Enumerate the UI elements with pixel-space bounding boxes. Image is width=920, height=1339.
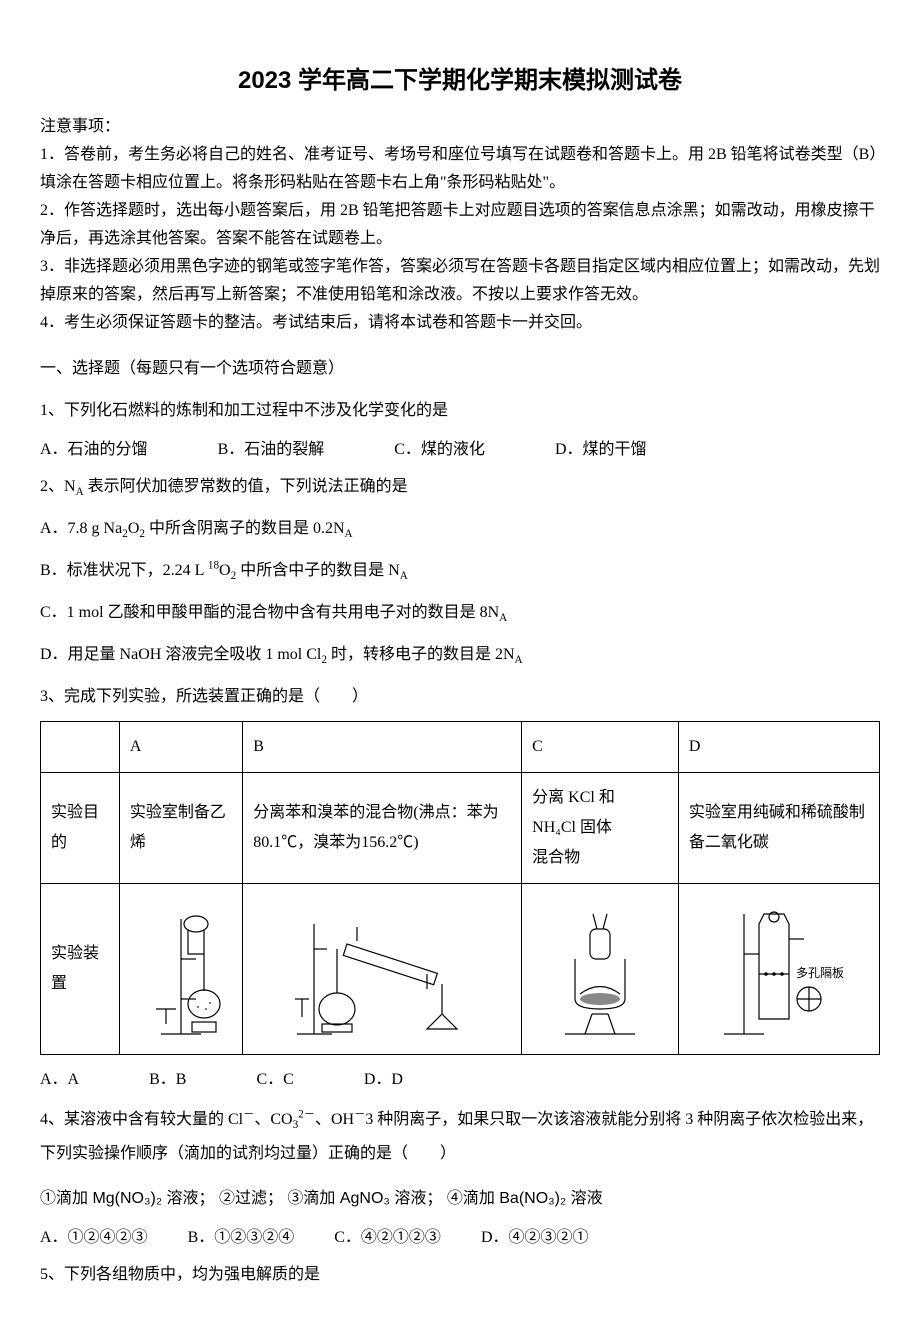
notice-item: 4．考生必须保证答题卡的整洁。考试结束后，请将本试卷和答题卡一并交回。 bbox=[40, 309, 880, 337]
q4-l1-mid1: 、CO bbox=[254, 1111, 292, 1128]
q2-a-pre: A．7.8 g Na bbox=[40, 520, 122, 537]
q2-stem-pre: 2、N bbox=[40, 478, 76, 495]
table-row: A B C D bbox=[41, 722, 880, 773]
purpose-c-l3: 混合物 bbox=[532, 849, 580, 866]
q5-stem: 5、下列各组物质中，均为强电解质的是 bbox=[40, 1261, 880, 1289]
q2-d-post: 时，转移电子的数目是 2N bbox=[331, 646, 515, 663]
row-purpose-label: 实验目的 bbox=[41, 773, 120, 884]
q4-opt-d: D．④②③②① bbox=[481, 1223, 589, 1247]
q4-l1-mid2: 、OH bbox=[315, 1111, 354, 1128]
q4-options: A．①②④②③ B．①②③②④ C．④②①②③ D．④②③②① bbox=[40, 1223, 880, 1247]
purpose-c-l2: NH₄Cl 固体 bbox=[532, 819, 612, 836]
q2-stem-post: 表示阿伏加德罗常数的值，下列说法正确的是 bbox=[88, 478, 408, 495]
apparatus-d-label: 多孔隔板 bbox=[796, 966, 844, 980]
section-heading: 一、选择题（每题只有一个选项符合题意） bbox=[40, 355, 880, 383]
purpose-a: 实验室制备乙烯 bbox=[119, 773, 242, 884]
q4-l1-post: 3 种阴离子，如果只取一次该溶液就能分别将 3 种阴离子依次检验出来， bbox=[365, 1111, 873, 1128]
cell-col-c: C bbox=[522, 722, 679, 773]
q2-opt-d: D．用足量 NaOH 溶液完全吸收 1 mol Cl2 时，转移电子的数目是 2… bbox=[40, 641, 880, 669]
q2-opt-b: B．标准状况下，2.24 L 18O2 中所含中子的数目是 NA bbox=[40, 557, 880, 585]
cell-col-d: D bbox=[678, 722, 879, 773]
page-title: 2023 学年高二下学期化学期末模拟测试卷 bbox=[40, 60, 880, 95]
q2-b-pre: B．标准状况下，2.24 L bbox=[40, 562, 208, 579]
table-row: 实验目的 实验室制备乙烯 分离苯和溴苯的混合物(沸点：苯为 80.1℃，溴苯为1… bbox=[41, 773, 880, 884]
q2-a-mid: O bbox=[128, 520, 140, 537]
notice-item: 3．非选择题必须用黑色字迹的钢笔或签字笔作答，答案必须写在答题卡各题目指定区域内… bbox=[40, 253, 880, 309]
q2-a-post: 中所含阴离子的数目是 0.2N bbox=[149, 520, 345, 537]
q4-l1-pre: 4、某溶液中含有较大量的 Cl bbox=[40, 1111, 243, 1128]
q3-table: A B C D 实验目的 实验室制备乙烯 分离苯和溴苯的混合物(沸点：苯为 80… bbox=[40, 721, 880, 1055]
apparatus-d-svg: 多孔隔板 bbox=[704, 899, 854, 1039]
notice-item: 2．作答选择题时，选出每小题答案后，用 2B 铅笔把答题卡上对应题目选项的答案信… bbox=[40, 197, 880, 253]
q3-opt-a: A．A bbox=[40, 1065, 79, 1089]
q3-stem: 3、完成下列实验，所选装置正确的是（ ） bbox=[40, 683, 880, 711]
q2-b-post: 中所含中子的数目是 N bbox=[240, 562, 400, 579]
q2-opt-c: C．1 mol 乙酸和甲酸甲酯的混合物中含有共用电子对的数目是 8NA bbox=[40, 599, 880, 627]
document-page: 2023 学年高二下学期化学期末模拟测试卷 注意事项： 1．答卷前，考生务必将自… bbox=[0, 0, 920, 1339]
notice-item: 1．答卷前，考生务必将自己的姓名、准考证号、考场号和座位号填写在试题卷和答题卡上… bbox=[40, 141, 880, 197]
q4-ops: ①滴加 Mg(NO₃)₂ 溶液； ②过滤； ③滴加 AgNO₃ 溶液； ④滴加 … bbox=[40, 1185, 880, 1213]
q3-opt-c: C．C bbox=[256, 1065, 293, 1089]
purpose-c: 分离 KCl 和 NH₄Cl 固体 混合物 bbox=[522, 773, 679, 884]
purpose-d: 实验室用纯碱和稀硫酸制备二氧化碳 bbox=[678, 773, 879, 884]
apparatus-a-svg bbox=[136, 899, 226, 1039]
q4-opt-c: C．④②①②③ bbox=[334, 1223, 441, 1247]
apparatus-c-svg bbox=[545, 899, 655, 1039]
cell-blank bbox=[41, 722, 120, 773]
q2-d-pre: D．用足量 NaOH 溶液完全吸收 1 mol Cl bbox=[40, 646, 321, 663]
q2-c-pre: C．1 mol 乙酸和甲酸甲酯的混合物中含有共用电子对的数目是 8N bbox=[40, 604, 499, 621]
q4-opt-b: B．①②③②④ bbox=[188, 1223, 295, 1247]
notice-block: 注意事项： 1．答卷前，考生务必将自己的姓名、准考证号、考场号和座位号填写在试题… bbox=[40, 113, 880, 337]
q4-l2: 下列实验操作顺序（滴加的试剂均过量）正确的是（ ） bbox=[40, 1145, 456, 1162]
q3-opt-b: B．B bbox=[149, 1065, 186, 1089]
cell-col-b: B bbox=[243, 722, 522, 773]
table-row: 实验装置 bbox=[41, 884, 880, 1055]
q4-opt-a: A．①②④②③ bbox=[40, 1223, 148, 1247]
q4-stem: 4、某溶液中含有较大量的 Cl－、CO32－、OH－3 种阴离子，如果只取一次该… bbox=[40, 1103, 880, 1171]
apparatus-b-svg bbox=[277, 899, 487, 1039]
apparatus-d: 多孔隔板 bbox=[678, 884, 879, 1055]
purpose-c-l1: 分离 KCl 和 bbox=[532, 789, 615, 806]
q3-options: A．A B．B C．C D．D bbox=[40, 1065, 880, 1089]
q2-opt-a: A．7.8 g Na2O2 中所含阴离子的数目是 0.2NA bbox=[40, 515, 880, 543]
q1-options: A．石油的分馏 B．石油的裂解 C．煤的液化 D．煤的干馏 bbox=[40, 435, 880, 459]
apparatus-a bbox=[119, 884, 242, 1055]
q2-stem: 2、NA 表示阿伏加德罗常数的值，下列说法正确的是 bbox=[40, 473, 880, 501]
q3-opt-d: D．D bbox=[364, 1065, 403, 1089]
apparatus-c bbox=[522, 884, 679, 1055]
q1-stem: 1、下列化石燃料的炼制和加工过程中不涉及化学变化的是 bbox=[40, 397, 880, 425]
cell-col-a: A bbox=[119, 722, 242, 773]
q1-opt-c: C．煤的液化 bbox=[394, 435, 485, 459]
apparatus-b bbox=[243, 884, 522, 1055]
notice-heading: 注意事项： bbox=[40, 113, 880, 141]
row-app-label: 实验装置 bbox=[41, 884, 120, 1055]
q1-opt-b: B．石油的裂解 bbox=[218, 435, 325, 459]
q1-opt-d: D．煤的干馏 bbox=[555, 435, 647, 459]
q1-opt-a: A．石油的分馏 bbox=[40, 435, 148, 459]
purpose-b: 分离苯和溴苯的混合物(沸点：苯为 80.1℃，溴苯为156.2℃) bbox=[243, 773, 522, 884]
